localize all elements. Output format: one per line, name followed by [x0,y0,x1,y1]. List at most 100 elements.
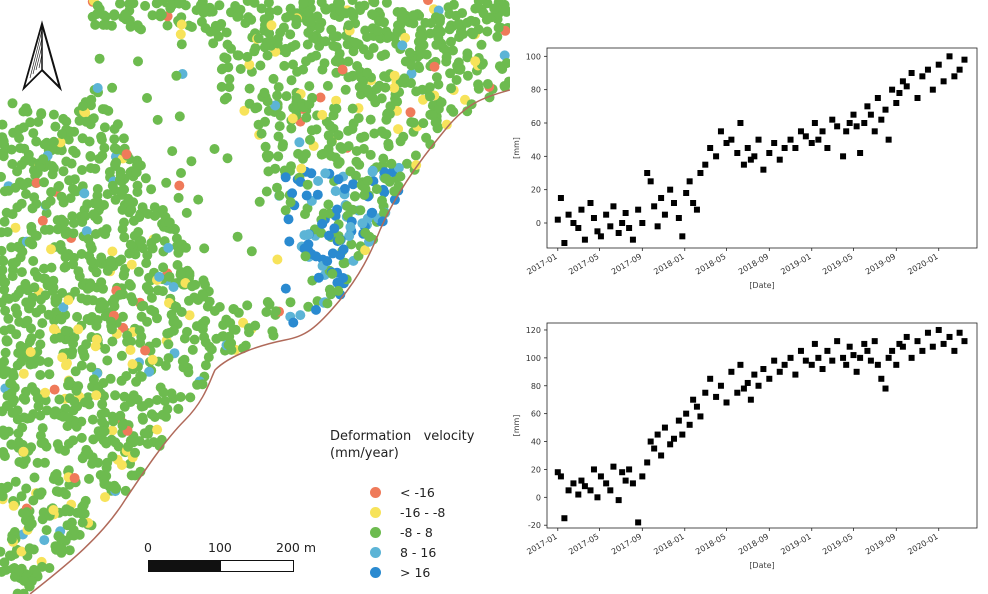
ps-point [58,166,69,177]
data-point [737,120,744,126]
ps-point [2,390,13,401]
data-point [639,220,646,226]
ps-point [420,17,431,28]
ps-point [242,300,253,311]
ps-point [343,20,354,31]
ps-point [334,157,345,167]
ps-point [147,354,158,365]
ps-point [68,145,79,156]
ps-point [60,325,71,336]
ps-point [142,250,153,261]
ps-point [125,239,136,250]
y-tick-label: 40 [531,152,541,161]
data-point [565,211,572,218]
ps-point [215,21,226,32]
ps-point [142,93,152,103]
ps-point [288,317,299,328]
data-point [697,170,704,176]
ps-point [132,394,143,405]
ps-point [211,333,222,344]
ps-point [108,416,119,427]
ps-point [291,14,302,25]
ps-point [84,250,95,261]
ps-point [72,311,83,322]
ps-point [86,362,97,373]
y-tick-label: 20 [531,186,541,195]
data-point [740,385,747,392]
data-point [834,338,841,345]
ps-point [100,407,111,418]
data-point [607,487,614,494]
ps-point [406,117,417,128]
ps-point [41,208,52,219]
ps-point [431,72,442,83]
ps-point [381,129,392,140]
ps-point [354,1,365,12]
data-point [751,371,758,378]
ps-point [168,282,179,292]
ps-point [261,307,272,317]
ps-point [174,0,185,9]
data-point [792,371,799,378]
ps-point [161,411,171,422]
data-point [667,186,674,193]
ps-point [266,20,277,31]
ps-point [411,86,422,97]
data-point [619,220,626,226]
ps-point [170,301,181,312]
ps-point [24,543,35,554]
ps-point [273,82,284,93]
data-point [713,393,720,400]
ps-point [230,1,241,11]
ps-point [12,166,23,177]
deformation-map: Deformation velocity (mm/year) < -16 -16… [0,0,510,594]
ps-point [57,129,67,140]
ps-point [28,128,39,139]
data-point [728,368,735,375]
ps-point [280,205,291,216]
ps-point [304,81,315,92]
y-tick-label: 80 [531,382,541,391]
data-point [651,203,658,210]
legend-swatch [370,567,381,578]
ps-point [260,116,270,127]
ps-point [56,145,67,156]
data-point [728,136,735,143]
ps-point [98,378,109,388]
ps-point [118,133,129,144]
ps-point [94,53,105,64]
ps-point [185,392,196,403]
ps-point [146,409,157,420]
ps-point [61,156,72,167]
ps-point [347,124,358,134]
ps-point [328,31,339,42]
ps-point [31,230,42,241]
ps-point [223,62,234,73]
ps-point [134,212,145,223]
ps-point [285,297,296,308]
ps-point [39,224,50,235]
ps-point [232,231,243,242]
ps-point [294,137,305,148]
ps-point [127,296,138,307]
ps-point [112,119,123,130]
data-point [882,385,889,392]
ps-point [120,485,131,496]
ps-point [423,0,433,6]
ps-point [500,4,510,15]
ps-point [0,365,10,376]
ps-point [300,209,310,220]
ps-point [102,457,113,468]
ps-point [389,83,400,93]
data-point [626,466,633,473]
data-point [578,206,585,213]
data-point [896,340,903,347]
ps-point [329,223,340,234]
ps-point [28,495,39,506]
ps-point [430,117,441,128]
data-point [661,424,668,431]
ps-point [262,50,273,61]
ps-point [140,345,151,356]
ps-point [0,265,8,275]
data-point [647,438,654,445]
